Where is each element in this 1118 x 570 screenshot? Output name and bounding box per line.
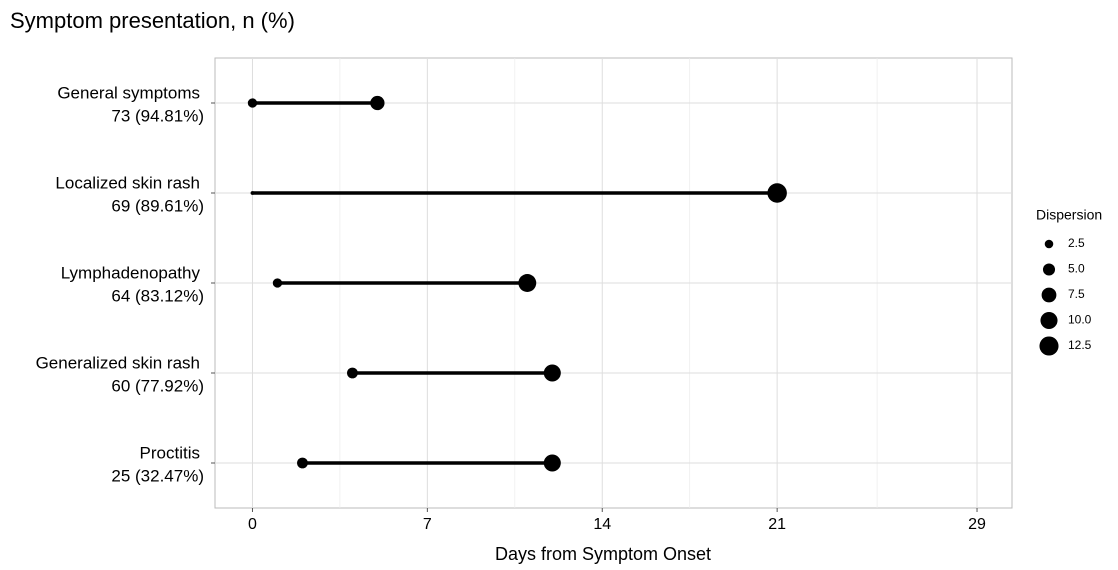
category-count: 25 (32.47%) <box>111 466 204 485</box>
category-label: General symptoms <box>57 83 200 102</box>
end-dot <box>518 274 537 292</box>
end-dot <box>370 95 385 111</box>
category-label: Generalized skin rash <box>36 353 200 372</box>
legend-dot <box>1040 311 1058 330</box>
legend-label: 12.5 <box>1068 338 1092 352</box>
legend-label: 7.5 <box>1068 287 1085 301</box>
x-tick-label: 7 <box>423 516 432 533</box>
category-count: 69 (89.61%) <box>111 196 204 215</box>
legend-label: 2.5 <box>1068 236 1085 250</box>
category-label: Localized skin rash <box>55 173 200 192</box>
category-count: 64 (83.12%) <box>111 286 204 305</box>
legend-label: 10.0 <box>1068 313 1092 327</box>
legend-label: 5.0 <box>1068 262 1085 276</box>
legend-dot <box>1042 263 1056 276</box>
category-count: 60 (77.92%) <box>111 376 204 395</box>
chart-title: Symptom presentation, n (%) <box>10 8 295 33</box>
x-tick-label: 29 <box>968 516 986 533</box>
category-count: 73 (94.81%) <box>111 106 204 125</box>
start-dot <box>247 98 258 108</box>
legend-title: Dispersion <box>1036 207 1102 223</box>
end-dot <box>543 454 561 472</box>
x-axis-title: Days from Symptom Onset <box>495 544 711 564</box>
category-label: Lymphadenopathy <box>61 263 201 282</box>
end-dot <box>767 183 787 203</box>
legend-dot <box>1044 239 1054 249</box>
start-dot <box>272 278 283 288</box>
x-tick-label: 0 <box>248 516 257 533</box>
end-dot <box>543 364 561 382</box>
legend-dot <box>1039 336 1059 356</box>
start-dot <box>250 191 255 195</box>
category-label: Proctitis <box>140 443 200 462</box>
start-dot <box>297 457 308 469</box>
start-dot <box>347 367 358 379</box>
x-tick-label: 21 <box>768 516 786 533</box>
x-tick-label: 14 <box>593 516 611 533</box>
legend-dot <box>1041 287 1057 303</box>
